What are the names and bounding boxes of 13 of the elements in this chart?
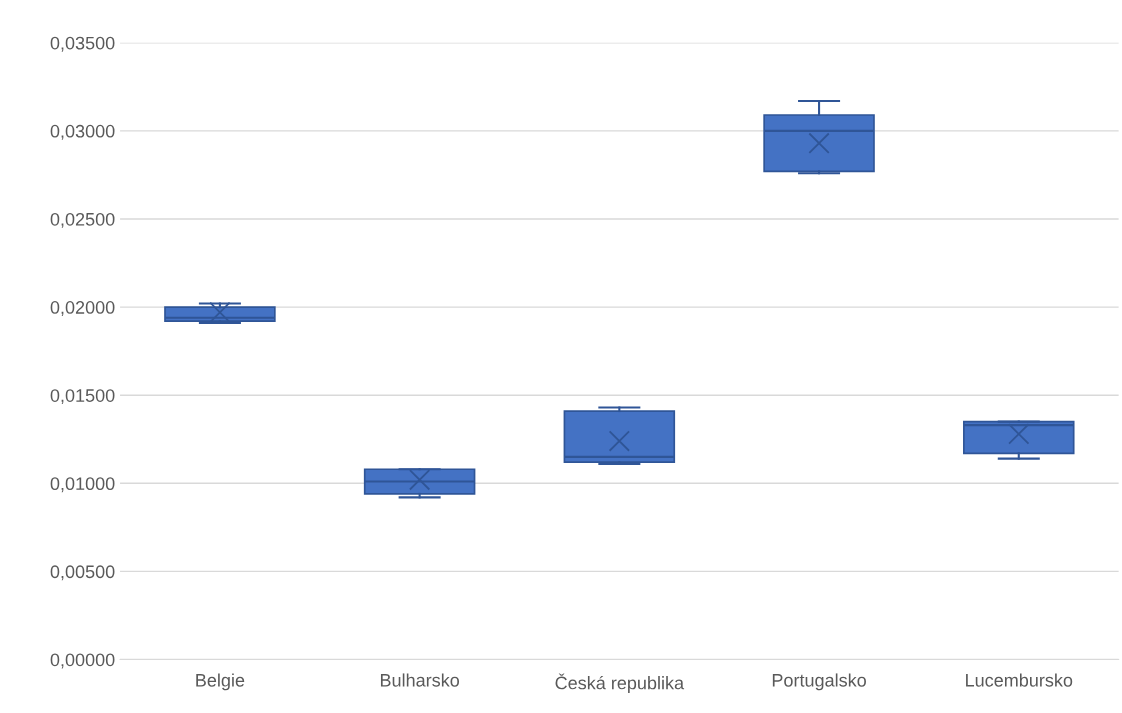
y-tick-label: 0,02000 <box>50 301 115 316</box>
y-tick-label: 0,01000 <box>50 477 115 493</box>
y-tick-label: 0,01500 <box>50 389 115 405</box>
x-tick-label: Lucembursko <box>966 673 1073 687</box>
y-tick-label: 0,00500 <box>50 565 115 581</box>
x-tick-label: Belgie <box>196 673 245 691</box>
x-tick-label: Portugalsko <box>772 673 866 691</box>
y-tick-label: 0,00000 <box>50 653 115 669</box>
x-tick-label: Česká republika <box>555 673 685 693</box>
y-tick-label: 0,02500 <box>50 212 115 228</box>
y-tick-label: 0,03000 <box>50 124 115 140</box>
x-tick-label: Bulharsko <box>380 673 460 687</box>
y-tick-label: 0,03500 <box>50 36 115 52</box>
